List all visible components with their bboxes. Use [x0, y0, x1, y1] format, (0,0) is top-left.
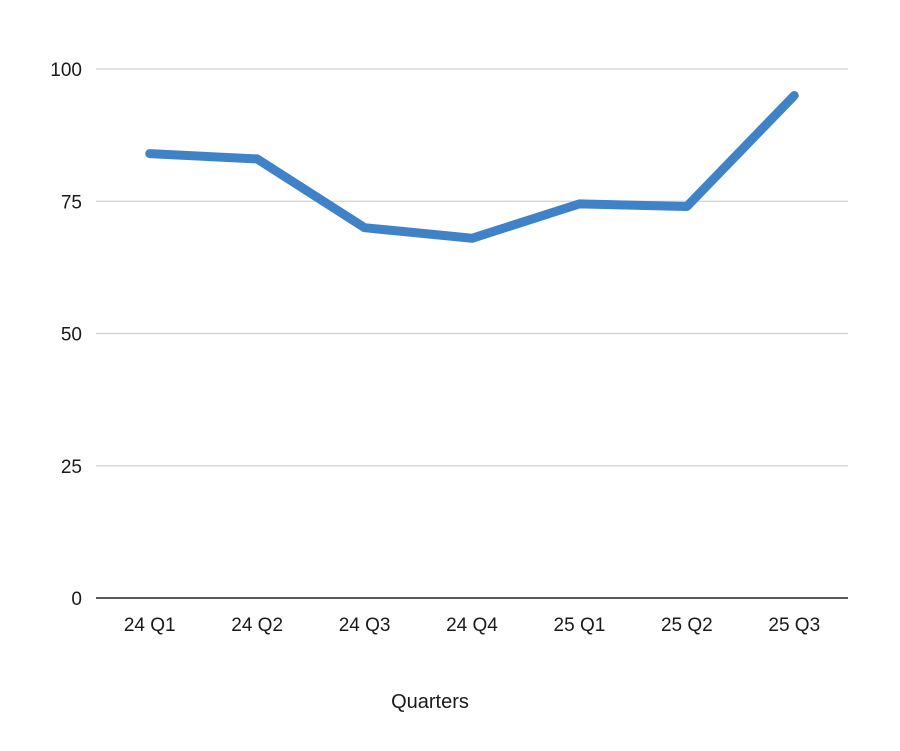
series-line-0: [145, 90, 799, 243]
x-tick-label: 24 Q1: [124, 615, 176, 636]
y-tick-label: 50: [61, 325, 82, 346]
x-axis-tick-labels: 24 Q1 24 Q2 24 Q3 24 Q4 25 Q1 25 Q2 25 Q3: [124, 615, 820, 636]
x-tick-label: 24 Q2: [231, 615, 283, 636]
gridlines: [96, 68, 848, 467]
x-tick-label: 25 Q1: [554, 615, 606, 636]
y-axis-tick-labels: 0 25 50 75 100: [50, 60, 82, 610]
y-tick-label: 0: [71, 589, 82, 610]
x-tick-label: 25 Q3: [768, 615, 820, 636]
y-tick-label: 75: [61, 192, 82, 213]
series-layer: [145, 90, 799, 243]
y-tick-label: 100: [50, 60, 82, 81]
x-tick-label: 24 Q3: [339, 615, 391, 636]
x-tick-label: 24 Q4: [446, 615, 498, 636]
x-tick-label: 25 Q2: [661, 615, 713, 636]
x-axis-title: Quarters: [391, 691, 469, 713]
y-tick-label: 25: [61, 457, 82, 478]
